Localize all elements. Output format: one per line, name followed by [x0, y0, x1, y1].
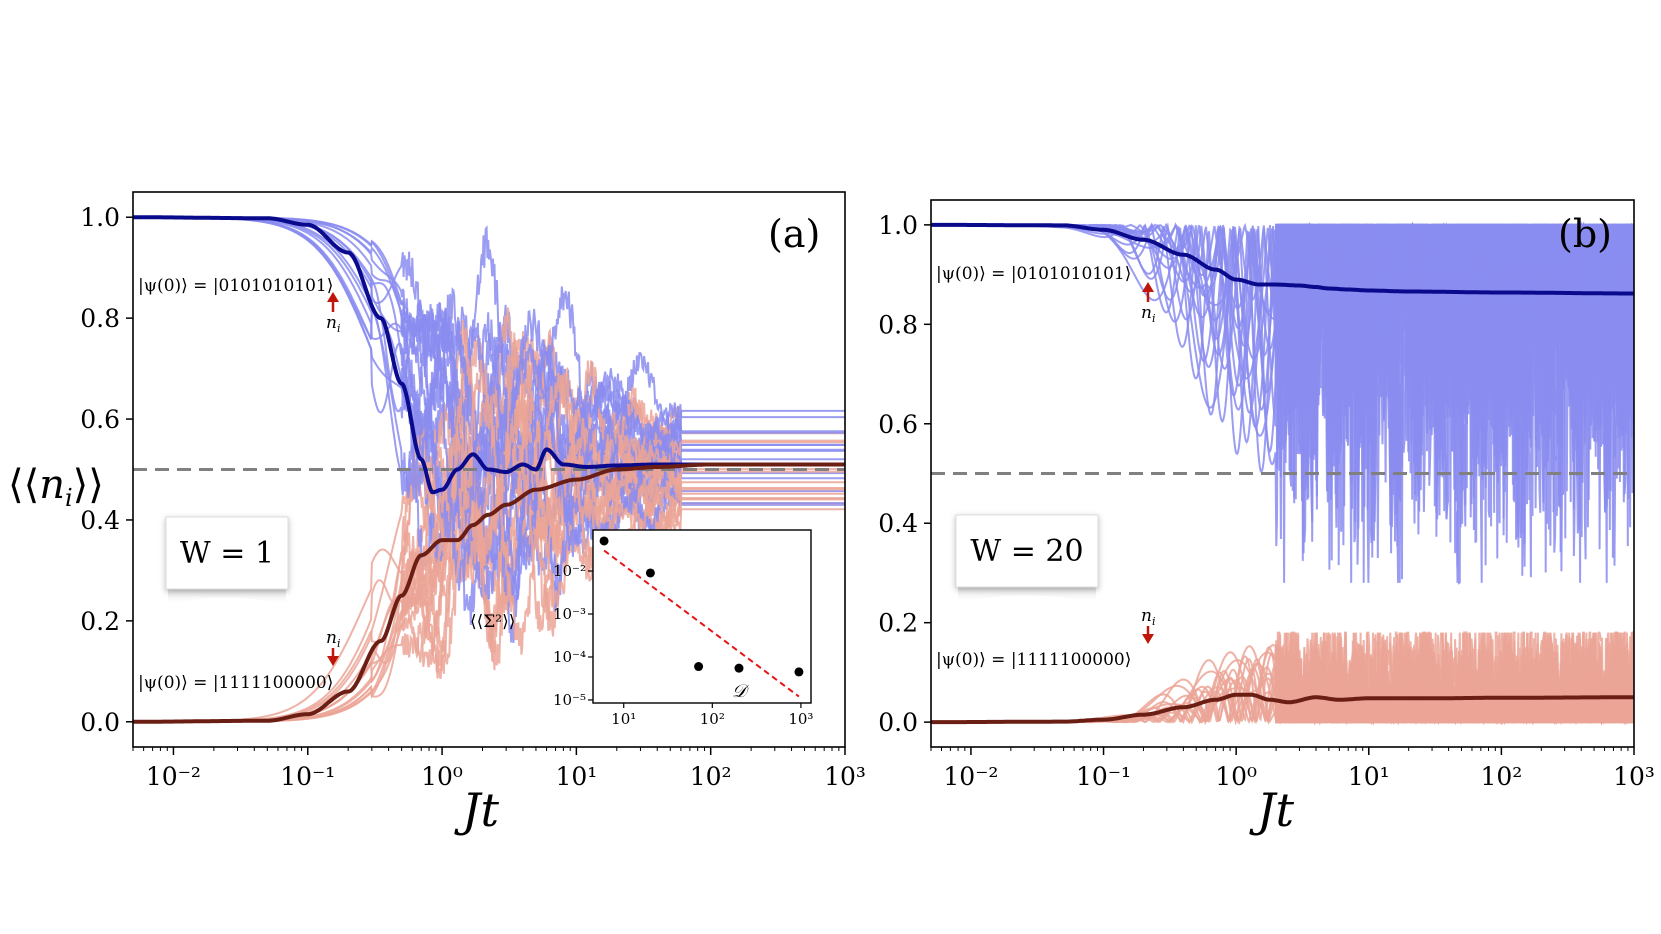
panel-a-y-axis-label: ⟨⟨ni⟩⟩	[8, 462, 104, 512]
panel-b-upper-state-label: |ψ(0)⟩ = |0101010101⟩	[936, 264, 1131, 284]
inset-y-tick-label: 10⁻⁴	[553, 648, 586, 666]
panel-b-tag: (b)	[1558, 212, 1612, 256]
inset-data-point	[734, 663, 744, 673]
x-tick-label: 10⁻¹	[1076, 762, 1131, 791]
inset-y-tick-label: 10⁻²	[553, 562, 586, 580]
inset-frame	[592, 529, 812, 704]
average-line-domain-wall-state	[931, 692, 1634, 725]
panel-a-lower-state-label: |ψ(0)⟩ = |1111100000⟩	[138, 673, 333, 693]
panel-a-plot-region	[133, 215, 845, 724]
up-arrow-icon	[1142, 282, 1154, 292]
panel-a-lower-site-label: ni	[326, 628, 340, 650]
panel-b-y-ticks: 0.0 0.2 0.4 0.6 0.8 1.0	[878, 211, 931, 737]
panel-b: 0.00.20.40.60.81.0 10⁻² 10⁻¹ 10⁰ 10¹ 10² 10³ …	[878, 199, 1655, 837]
y-tick-label: 1.0	[878, 211, 918, 240]
panel-b-disorder-box: W = 20	[955, 514, 1099, 603]
panel-b-frame	[930, 199, 1635, 748]
panel-b-lower-site-marker: ni	[1141, 606, 1155, 644]
panel-b-upper-site-marker: ni	[1141, 282, 1155, 325]
down-arrow-icon	[1142, 634, 1154, 644]
inset-content: 10¹ 10² 10³ 10⁻² 10⁻³ 10⁻⁴ 10⁻⁵	[553, 536, 813, 728]
x-tick-label: 10⁰	[1215, 762, 1257, 791]
panel-b-x-ticks: 10⁻² 10⁻¹ 10⁰ 10¹ 10² 10³	[930, 747, 1655, 791]
panel-a-upper-site-marker: ni	[326, 292, 340, 335]
x-tick-label: 10³	[824, 762, 866, 791]
y-tick-label: 0.8	[80, 304, 120, 333]
average-line-neel-state	[931, 222, 1634, 296]
panel-b-lower-site-label: ni	[1141, 606, 1155, 628]
y-tick-label: 0.4	[80, 506, 120, 535]
y-tick-label: 0.2	[878, 609, 918, 638]
x-tick-label: 10²	[1480, 762, 1522, 791]
box-card	[165, 516, 289, 590]
inset-x-tick-label: 10³	[788, 710, 813, 728]
x-tick-label: 10⁻²	[943, 762, 998, 791]
panel-a-inset: 10¹ 10² 10³ 10⁻² 10⁻³ 10⁻⁴ 10⁻⁵ ⟨⟨Σ²⟩⟩ 𝒟	[470, 529, 813, 728]
box-card	[955, 514, 1099, 588]
average-line-domain-wall-state	[133, 462, 845, 724]
panel-a-disorder-label: W = 1	[180, 536, 274, 571]
y-tick-label: 0.8	[878, 310, 918, 339]
x-tick-label: 10³	[1613, 762, 1655, 791]
panel-a-disorder-box: W = 1	[165, 516, 289, 605]
x-tick-label: 10²	[690, 762, 732, 791]
inset-fit-line	[603, 549, 800, 698]
panel-a-frame	[132, 191, 846, 748]
inset-data-point	[599, 536, 609, 546]
panel-a: 0.00.20.40.60.81.0 10⁻² 10⁻¹ 10⁰ 10¹ 10² 10³ …	[8, 191, 866, 837]
inset-y-tick-label: 10⁻³	[553, 605, 586, 623]
inset-x-label: 𝒟	[732, 681, 750, 702]
panel-a-upper-site-label: ni	[326, 313, 340, 335]
y-tick-label: 0.0	[878, 708, 918, 737]
panel-b-upper-site-label: ni	[1141, 303, 1155, 325]
y-tick-label: 0.0	[80, 708, 120, 737]
panel-b-x-axis-label: Jt	[1249, 783, 1294, 837]
inset-data-point	[694, 662, 704, 672]
panel-b-lower-state-label: |ψ(0)⟩ = |1111100000⟩	[936, 650, 1131, 670]
panel-a-upper-state-label: |ψ(0)⟩ = |0101010101⟩	[138, 276, 333, 296]
y-tick-label: 0.4	[878, 509, 918, 538]
panel-a-y-ticks: 0.0 0.2 0.4 0.6 0.8 1.0	[80, 203, 133, 737]
inset-y-tick-label: 10⁻⁵	[553, 691, 586, 709]
y-tick-label: 0.6	[878, 410, 918, 439]
inset-x-tick-label: 10²	[700, 710, 725, 728]
y-tick-label: 0.2	[80, 607, 120, 636]
x-tick-label: 10¹	[555, 762, 597, 791]
x-tick-label: 10¹	[1348, 762, 1390, 791]
inset-data-point	[645, 568, 655, 578]
inset-data-point	[794, 667, 804, 677]
up-arrow-icon	[327, 292, 339, 302]
panel-a-tag: (a)	[768, 212, 820, 256]
x-tick-label: 10⁰	[421, 762, 463, 791]
panel-b-plot-region	[931, 221, 1634, 727]
y-tick-label: 0.6	[80, 405, 120, 434]
inset-y-label: ⟨⟨Σ²⟩⟩	[470, 612, 515, 632]
panel-a-lower-site-marker: ni	[326, 628, 340, 666]
panel-b-disorder-label: W = 20	[970, 534, 1083, 569]
down-arrow-icon	[327, 656, 339, 666]
inset-x-tick-label: 10¹	[611, 710, 636, 728]
x-tick-label: 10⁻¹	[280, 762, 335, 791]
y-tick-label: 1.0	[80, 203, 120, 232]
panel-a-x-ticks: 10⁻² 10⁻¹ 10⁰ 10¹ 10² 10³	[132, 747, 866, 791]
x-tick-label: 10⁻²	[146, 762, 201, 791]
panel-a-x-axis-label: Jt	[454, 783, 499, 837]
